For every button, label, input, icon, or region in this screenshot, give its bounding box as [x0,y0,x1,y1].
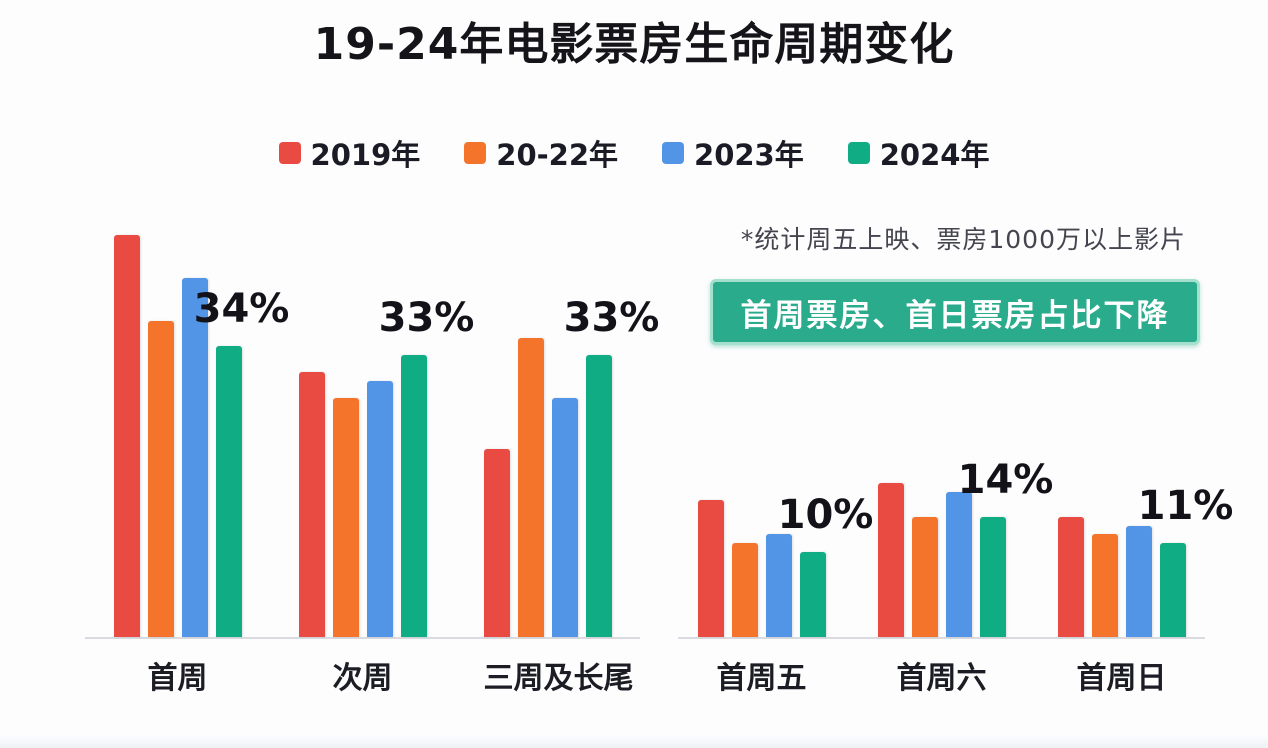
legend-label: 20-22年 [496,138,619,172]
bar-group-三周及长尾: 33% [483,217,659,637]
legend-swatch-icon [847,142,870,164]
bar-2019年-首周日 [1057,517,1084,637]
value-label-首周五: 10% [777,491,874,538]
value-label-首周: 34% [193,286,290,333]
value-label-次周: 33% [378,294,475,341]
bar-2024年-首周五 [799,551,826,637]
bar-2024年-首周日 [1159,542,1186,637]
bar-group-首周: 34% [113,217,289,637]
x-axis-label-首周五: 首周五 [716,661,807,696]
legend-swatch-icon [662,142,685,164]
x-axis-label-首周日: 首周日 [1076,661,1167,696]
legend-label: 2024年 [879,138,990,172]
bar-2024年-三周及长尾 [585,354,612,637]
bottom-edge-shadow [0,735,1268,748]
value-label-首周六: 14% [957,457,1054,504]
bar-group-首周日: 11% [1057,217,1233,637]
legend-label: 2023年 [694,138,804,172]
highlight-badge: 首周票房、首日票房占比下降 [710,279,1200,345]
legend-item-2024年: 2024年 [847,132,990,174]
bar-group-首周五: 10% [697,217,873,637]
legend-swatch-icon [464,142,487,164]
bar-2019年-首周六 [877,483,904,637]
x-axis-label-首周六: 首周六 [896,661,987,696]
value-label-三周及长尾: 33% [563,294,660,341]
bar-2019年-次周 [298,371,325,637]
bar-2019年-首周 [113,235,140,637]
bar-20-22年-首周六 [911,517,938,637]
legend-item-20-22年: 20-22年 [464,132,618,174]
bar-2023年-次周 [366,380,393,637]
legend: 2019年 20-22年 2023年 2024年 [0,132,1268,174]
bar-group-次周: 33% [298,217,474,637]
bar-2024年-首周 [215,346,242,637]
x-axis-label-首周: 首周 [147,661,208,696]
bar-20-22年-首周五 [731,542,758,637]
x-axis-labels: 首周 次周 三周及长尾 [85,653,640,697]
bar-20-22年-次周 [332,397,359,637]
bar-2023年-首周六 [945,491,972,637]
bar-2023年-首周日 [1125,525,1152,637]
bar-group-首周六: 14% [877,217,1053,637]
bar-20-22年-三周及长尾 [517,337,544,637]
bar-2023年-三周及长尾 [551,397,578,637]
chart-panel-week-lifecycle: 34% 33% 33% 首周 次周 三周及长尾 [85,217,659,696]
bar-2024年-首周六 [979,517,1006,637]
bar-20-22年-首周 [147,320,174,637]
bar-2023年-首周 [181,277,208,637]
bar-2019年-首周五 [697,500,724,637]
value-label-首周日: 11% [1137,482,1234,529]
bar-2019年-三周及长尾 [483,448,510,637]
chart-panel-first-weekend-days: 10% 14% 11% 首周五 首周六 首周日 [678,217,1233,696]
bar-2023年-首周五 [765,534,792,637]
footnote-text: *统计周五上映、票房1000万以上影片 [740,225,1186,254]
legend-item-2019年: 2019年 [278,132,421,174]
x-axis-label-次周: 次周 [332,661,393,696]
bar-groups: 10% 14% 11% [678,217,1233,637]
legend-item-2023年: 2023年 [662,132,804,174]
bar-groups: 34% 33% 33% [85,217,659,637]
legend-swatch-icon [278,142,301,164]
chart-title: 19-24年电影票房生命周期变化 [313,19,955,70]
x-axis-labels: 首周五 首周六 首周日 [678,653,1205,697]
bar-2024年-次周 [400,354,427,637]
bar-20-22年-首周日 [1091,534,1118,637]
legend-label: 2019年 [310,138,421,172]
x-axis-label-三周及长尾: 三周及长尾 [483,661,634,696]
